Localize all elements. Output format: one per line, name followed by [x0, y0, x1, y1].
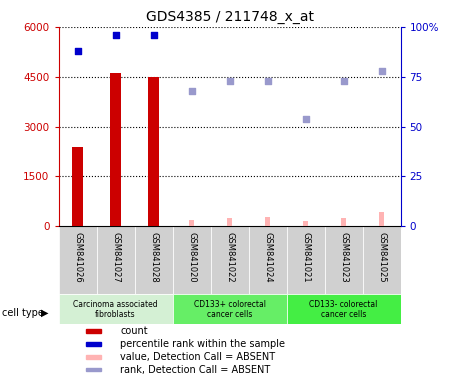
Point [226, 78, 233, 84]
Bar [211, 226, 248, 294]
Bar [58, 226, 96, 294]
Point [264, 78, 271, 84]
Text: count: count [120, 326, 148, 336]
Bar [265, 217, 270, 226]
Title: GDS4385 / 211748_x_at: GDS4385 / 211748_x_at [145, 10, 314, 25]
Bar [96, 226, 135, 294]
Bar [287, 294, 400, 324]
Text: GSM841023: GSM841023 [339, 232, 348, 283]
Point [378, 68, 385, 74]
Text: GSM841028: GSM841028 [149, 232, 158, 283]
Bar [303, 221, 308, 226]
Point [188, 88, 195, 94]
Bar [86, 342, 101, 346]
Text: GSM841025: GSM841025 [377, 232, 386, 282]
Point [340, 78, 347, 84]
Bar [72, 147, 83, 226]
Text: GSM841022: GSM841022 [225, 232, 234, 282]
Bar [227, 218, 232, 226]
Text: ▶: ▶ [40, 308, 48, 318]
Text: GSM841020: GSM841020 [187, 232, 196, 282]
Bar [148, 77, 159, 226]
Text: GSM841021: GSM841021 [301, 232, 310, 282]
Bar [248, 226, 287, 294]
Bar [86, 368, 101, 371]
Bar [341, 218, 346, 226]
Text: percentile rank within the sample: percentile rank within the sample [120, 339, 285, 349]
Bar [172, 226, 211, 294]
Bar [324, 226, 363, 294]
Bar [189, 220, 194, 226]
Bar [135, 226, 172, 294]
Bar [379, 212, 384, 226]
Point [74, 48, 81, 54]
Point [302, 116, 309, 122]
Text: GSM841024: GSM841024 [263, 232, 272, 282]
Bar [287, 226, 324, 294]
Bar [86, 355, 101, 359]
Text: Carcinoma associated
fibroblasts: Carcinoma associated fibroblasts [73, 300, 158, 319]
Point [112, 32, 119, 38]
Text: GSM841027: GSM841027 [111, 232, 120, 283]
Text: rank, Detection Call = ABSENT: rank, Detection Call = ABSENT [120, 365, 270, 375]
Bar [86, 329, 101, 333]
Bar [110, 73, 121, 226]
Bar [172, 294, 287, 324]
Bar [363, 226, 400, 294]
Text: value, Detection Call = ABSENT: value, Detection Call = ABSENT [120, 352, 275, 362]
Text: CD133- colorectal
cancer cells: CD133- colorectal cancer cells [309, 300, 378, 319]
Bar [58, 294, 172, 324]
Point [150, 32, 157, 38]
Text: CD133+ colorectal
cancer cells: CD133+ colorectal cancer cells [194, 300, 266, 319]
Text: cell type: cell type [2, 308, 44, 318]
Text: GSM841026: GSM841026 [73, 232, 82, 283]
